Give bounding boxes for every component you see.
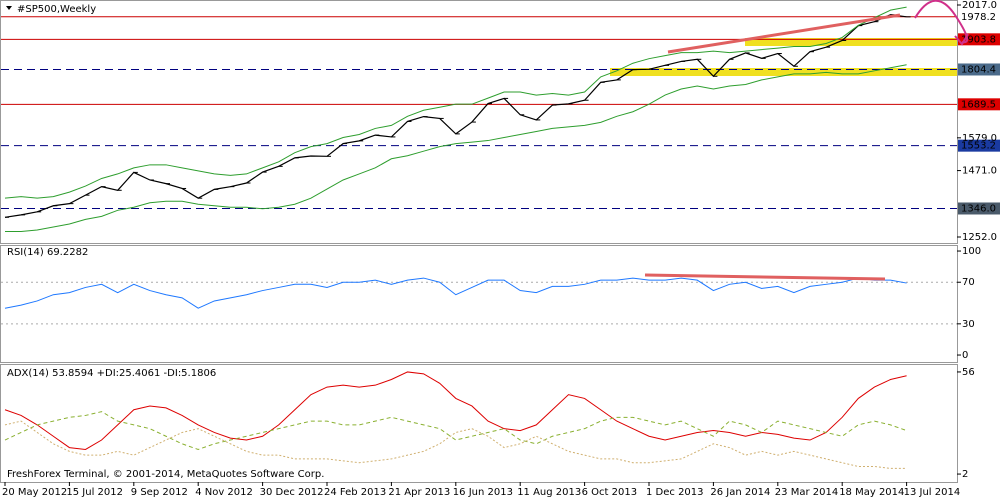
level-label: 1903.8	[961, 34, 996, 45]
level-box	[958, 33, 1000, 46]
level-box	[958, 98, 1000, 111]
y-tick-label: 70	[962, 277, 975, 288]
panel-frame	[0, 245, 958, 363]
x-tick-label: 13 Jul 2014	[904, 487, 961, 498]
resistance-zone	[745, 38, 957, 46]
rsi-trend-line	[644, 273, 886, 281]
adx-title: ADX(14) 53.8594 +DI:25.4061 -DI:5.1806	[7, 368, 216, 379]
arrow-head	[954, 33, 969, 46]
y-tick-label: 1252.0	[962, 232, 997, 243]
series-line	[5, 64, 907, 233]
level-label: 1689.5	[961, 99, 996, 110]
series-line	[4, 6, 907, 199]
y-tick-label: 30	[962, 319, 975, 330]
x-tick-label: 6 Oct 2013	[582, 487, 637, 498]
y-tick-label: 1471.0	[962, 166, 997, 177]
panel-frame	[0, 364, 958, 483]
x-tick-label: 16 Jun 2013	[453, 487, 513, 498]
y-tick-label: 100	[962, 246, 981, 257]
footer: FreshForex Terminal, © 2001-2014, MetaQu…	[7, 469, 324, 480]
x-tick-label: 4 Nov 2012	[195, 487, 253, 498]
level-box	[958, 10, 1000, 23]
level-box	[958, 63, 1000, 76]
level-box	[958, 202, 1000, 215]
x-tick-label: 15 Jul 2012	[66, 487, 123, 498]
level-label: 1346.0	[961, 203, 996, 214]
rsi-title: RSI(14) 69.2282	[7, 247, 88, 258]
x-tick-label: 20 May 2012	[2, 487, 67, 498]
x-tick-label: 26 Jan 2014	[710, 487, 770, 498]
trend-line	[667, 13, 901, 54]
x-tick-label: 24 Feb 2013	[324, 487, 386, 498]
x-tick-label: 18 May 2014	[839, 487, 904, 498]
series-line	[4, 371, 907, 450]
x-tick-label: 23 Mar 2014	[775, 487, 838, 498]
menu-icon	[6, 6, 12, 10]
y-tick-label: 2	[962, 469, 968, 480]
series-line	[4, 277, 907, 309]
forecast-arrow	[914, 0, 969, 44]
x-tick-label: 11 Aug 2013	[517, 487, 581, 498]
level-label: 1804.4	[961, 64, 996, 75]
panel-frame	[0, 0, 958, 244]
y-tick-label: 0	[962, 350, 968, 361]
y-tick-label: 2017.0	[962, 0, 997, 11]
support-zone	[610, 68, 957, 76]
y-tick-label: 1579.0	[962, 133, 997, 144]
x-tick-label: 1 Dec 2013	[646, 487, 704, 498]
chart-title: #SP500,Weekly	[17, 4, 96, 15]
x-tick-label: 30 Dec 2012	[260, 487, 324, 498]
level-label: 1978.2	[961, 12, 996, 23]
level-box	[958, 139, 1000, 152]
x-tick-label: 21 Apr 2013	[388, 487, 450, 498]
level-label: 1553.2	[961, 141, 996, 152]
y-tick-label: 56	[962, 367, 975, 378]
x-tick-label: 9 Sep 2012	[131, 487, 188, 498]
